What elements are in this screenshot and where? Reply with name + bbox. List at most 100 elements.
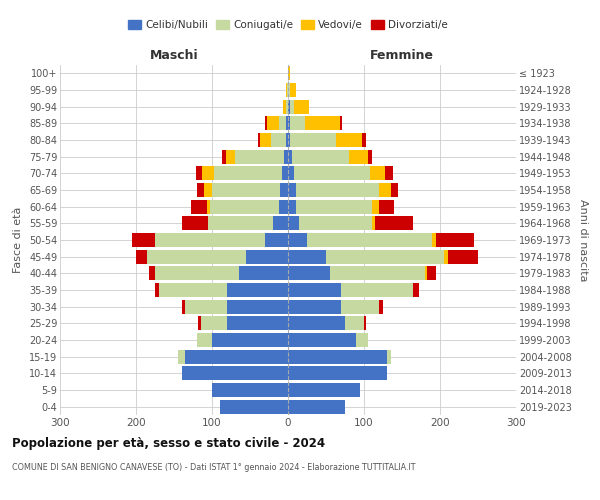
Bar [425,266,427,280]
Bar [294,166,370,180]
Bar [288,200,296,214]
Bar [379,300,383,314]
Bar [341,283,413,297]
Bar [376,216,413,230]
Bar [288,116,290,130]
Bar [288,150,292,164]
Bar [212,383,288,397]
Bar [296,200,371,214]
Bar [305,116,340,130]
Bar [371,216,376,230]
Bar [208,216,273,230]
Bar [283,100,286,114]
Bar [288,133,290,147]
Bar [227,283,288,297]
Bar [294,100,309,114]
Bar [292,150,349,164]
Bar [368,150,371,164]
Bar [326,250,444,264]
Bar [279,116,286,130]
Bar [280,183,288,197]
Bar [340,116,342,130]
Bar [379,183,391,197]
Bar [364,316,366,330]
Bar [197,333,212,347]
Bar [288,333,356,347]
Bar [356,333,368,347]
Bar [226,150,235,164]
Bar [288,166,294,180]
Bar [205,183,212,197]
Bar [214,166,282,180]
Bar [185,300,227,314]
Bar [288,316,345,330]
Bar [265,116,268,130]
Bar [284,150,288,164]
Bar [271,133,286,147]
Bar [149,266,155,280]
Bar [239,266,288,280]
Bar [345,316,364,330]
Bar [288,233,307,247]
Bar [296,183,379,197]
Bar [288,100,290,114]
Bar [436,233,474,247]
Bar [222,150,226,164]
Bar [212,333,288,347]
Bar [433,233,436,247]
Bar [227,316,288,330]
Bar [185,350,288,364]
Bar [202,166,214,180]
Bar [268,116,279,130]
Bar [265,233,288,247]
Bar [220,400,288,414]
Bar [288,250,326,264]
Bar [288,400,345,414]
Text: Femmine: Femmine [370,48,434,62]
Bar [307,233,433,247]
Bar [288,83,290,97]
Bar [290,133,336,147]
Bar [290,116,305,130]
Bar [136,250,148,264]
Bar [413,283,419,297]
Bar [260,133,271,147]
Bar [427,266,436,280]
Y-axis label: Anni di nascita: Anni di nascita [578,198,589,281]
Bar [286,116,288,130]
Bar [370,166,385,180]
Bar [286,83,287,97]
Bar [288,283,341,297]
Bar [290,83,296,97]
Bar [288,350,387,364]
Bar [178,350,185,364]
Bar [182,366,288,380]
Bar [290,100,294,114]
Bar [227,300,288,314]
Legend: Celibi/Nubili, Coniugati/e, Vedovi/e, Divorziati/e: Celibi/Nubili, Coniugati/e, Vedovi/e, Di… [124,16,452,34]
Bar [279,200,288,214]
Bar [286,100,288,114]
Bar [288,300,341,314]
Bar [371,200,379,214]
Text: Popolazione per età, sesso e stato civile - 2024: Popolazione per età, sesso e stato civil… [12,438,325,450]
Bar [211,200,279,214]
Bar [288,183,296,197]
Bar [288,216,299,230]
Y-axis label: Fasce di età: Fasce di età [13,207,23,273]
Bar [148,250,246,264]
Bar [191,200,206,214]
Bar [362,133,366,147]
Bar [197,183,205,197]
Bar [182,300,185,314]
Text: COMUNE DI SAN BENIGNO CANAVESE (TO) - Dati ISTAT 1° gennaio 2024 - Elaborazione : COMUNE DI SAN BENIGNO CANAVESE (TO) - Da… [12,463,415,472]
Bar [212,183,280,197]
Bar [196,166,202,180]
Bar [155,233,265,247]
Bar [349,150,368,164]
Bar [288,366,387,380]
Bar [288,66,290,80]
Text: Maschi: Maschi [149,48,199,62]
Bar [387,350,391,364]
Bar [379,200,394,214]
